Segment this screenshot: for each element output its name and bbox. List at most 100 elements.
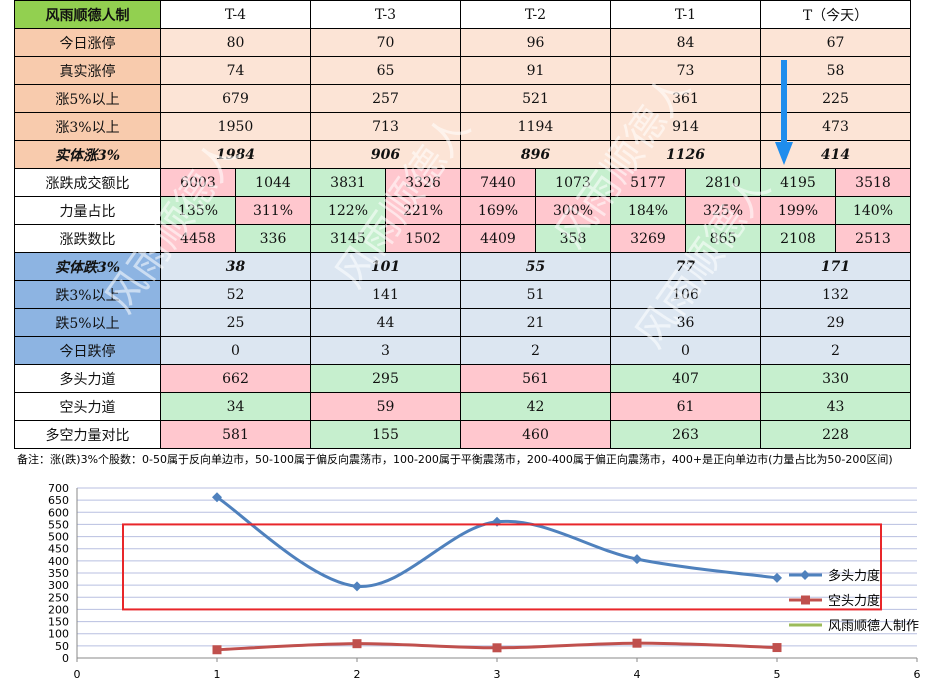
table-cell[interactable]: 662 [160, 364, 311, 393]
table-cell[interactable]: 407 [610, 364, 761, 393]
table-cell[interactable]: 311% [235, 196, 311, 225]
table-cell[interactable]: 199% [760, 196, 836, 225]
table-cell[interactable]: 0 [610, 336, 761, 365]
table-cell[interactable]: 6003 [160, 168, 236, 197]
table-cell[interactable]: 3269 [610, 224, 686, 253]
table-cell[interactable]: 473 [760, 112, 911, 141]
table-cell[interactable]: 91 [460, 56, 611, 85]
table-cell[interactable]: 80 [160, 28, 311, 57]
table-cell[interactable]: 336 [235, 224, 311, 253]
table-cell[interactable]: 25 [160, 308, 311, 337]
row-label: 跌3%以上 [14, 280, 161, 309]
table-cell[interactable]: 3518 [835, 168, 911, 197]
table-cell[interactable]: 42 [460, 392, 611, 421]
table-cell[interactable]: 141 [310, 280, 461, 309]
table-cell[interactable]: 2 [460, 336, 611, 365]
table-cell[interactable]: 1984 [160, 140, 311, 169]
table-cell[interactable]: 52 [160, 280, 311, 309]
table-cell[interactable]: 330 [760, 364, 911, 393]
table-cell[interactable]: 1073 [535, 168, 611, 197]
column-header[interactable]: T-2 [460, 0, 611, 29]
table-cell[interactable]: 59 [310, 392, 461, 421]
table-row: 跌5%以上 25 44 21 36 29 [14, 308, 911, 337]
table-cell[interactable]: 1126 [610, 140, 761, 169]
table-cell[interactable]: 257 [310, 84, 461, 113]
table-cell[interactable]: 581 [160, 420, 311, 449]
table-cell[interactable]: 29 [760, 308, 911, 337]
table-cell[interactable]: 221% [385, 196, 461, 225]
table-cell[interactable]: 61 [610, 392, 761, 421]
table-cell[interactable]: 2810 [685, 168, 761, 197]
table-cell[interactable]: 1950 [160, 112, 311, 141]
table-cell[interactable]: 0 [160, 336, 311, 365]
legend-marker [800, 570, 810, 580]
table-cell[interactable]: 3 [310, 336, 461, 365]
table-cell[interactable]: 896 [460, 140, 611, 169]
table-cell[interactable]: 460 [460, 420, 611, 449]
table-cell[interactable]: 77 [610, 252, 761, 281]
table-cell[interactable]: 295 [310, 364, 461, 393]
table-cell[interactable]: 1502 [385, 224, 461, 253]
table-cell[interactable]: 300% [535, 196, 611, 225]
table-cell[interactable]: 3145 [310, 224, 386, 253]
table-cell[interactable]: 106 [610, 280, 761, 309]
table-cell[interactable]: 55 [460, 252, 611, 281]
table-cell[interactable]: 84 [610, 28, 761, 57]
table-cell[interactable]: 906 [310, 140, 461, 169]
table-cell[interactable]: 58 [760, 56, 911, 85]
table-cell[interactable]: 70 [310, 28, 461, 57]
table-cell[interactable]: 171 [760, 252, 911, 281]
table-cell[interactable]: 263 [610, 420, 761, 449]
table-cell[interactable]: 21 [460, 308, 611, 337]
table-cell[interactable]: 358 [535, 224, 611, 253]
table-cell[interactable]: 51 [460, 280, 611, 309]
table-cell[interactable]: 169% [460, 196, 536, 225]
table-cell[interactable]: 184% [610, 196, 686, 225]
table-cell[interactable]: 38 [160, 252, 311, 281]
table-cell[interactable]: 4409 [460, 224, 536, 253]
table-cell[interactable]: 2 [760, 336, 911, 365]
column-header[interactable]: T-1 [610, 0, 761, 29]
column-header[interactable]: T（今天） [760, 0, 911, 29]
table-cell[interactable]: 2108 [760, 224, 836, 253]
row-label: 涨3%以上 [14, 112, 161, 141]
table-cell[interactable]: 2513 [835, 224, 911, 253]
table-cell[interactable]: 36 [610, 308, 761, 337]
table-cell[interactable]: 325% [685, 196, 761, 225]
table-cell[interactable]: 4195 [760, 168, 836, 197]
table-cell[interactable]: 122% [310, 196, 386, 225]
table-cell[interactable]: 67 [760, 28, 911, 57]
table-cell[interactable]: 865 [685, 224, 761, 253]
table-cell[interactable]: 228 [760, 420, 911, 449]
table-cell[interactable]: 914 [610, 112, 761, 141]
table-cell[interactable]: 1044 [235, 168, 311, 197]
table-cell[interactable]: 73 [610, 56, 761, 85]
table-cell[interactable]: 34 [160, 392, 311, 421]
table-cell[interactable]: 43 [760, 392, 911, 421]
y-tick-label: 400 [48, 555, 69, 568]
table-cell[interactable]: 414 [760, 140, 911, 169]
table-cell[interactable]: 96 [460, 28, 611, 57]
table-cell[interactable]: 101 [310, 252, 461, 281]
table-cell[interactable]: 713 [310, 112, 461, 141]
table-cell[interactable]: 561 [460, 364, 611, 393]
table-cell[interactable]: 3326 [385, 168, 461, 197]
table-cell[interactable]: 132 [760, 280, 911, 309]
table-cell[interactable]: 155 [310, 420, 461, 449]
table-cell[interactable]: 225 [760, 84, 911, 113]
table-cell[interactable]: 135% [160, 196, 236, 225]
table-cell[interactable]: 361 [610, 84, 761, 113]
table-cell[interactable]: 65 [310, 56, 461, 85]
column-header[interactable]: T-3 [310, 0, 461, 29]
table-cell[interactable]: 7440 [460, 168, 536, 197]
table-cell[interactable]: 4458 [160, 224, 236, 253]
table-cell[interactable]: 74 [160, 56, 311, 85]
table-cell[interactable]: 5177 [610, 168, 686, 197]
table-cell[interactable]: 140% [835, 196, 911, 225]
table-cell[interactable]: 3831 [310, 168, 386, 197]
table-cell[interactable]: 679 [160, 84, 311, 113]
column-header[interactable]: T-4 [160, 0, 311, 29]
table-cell[interactable]: 44 [310, 308, 461, 337]
table-cell[interactable]: 1194 [460, 112, 611, 141]
table-cell[interactable]: 521 [460, 84, 611, 113]
